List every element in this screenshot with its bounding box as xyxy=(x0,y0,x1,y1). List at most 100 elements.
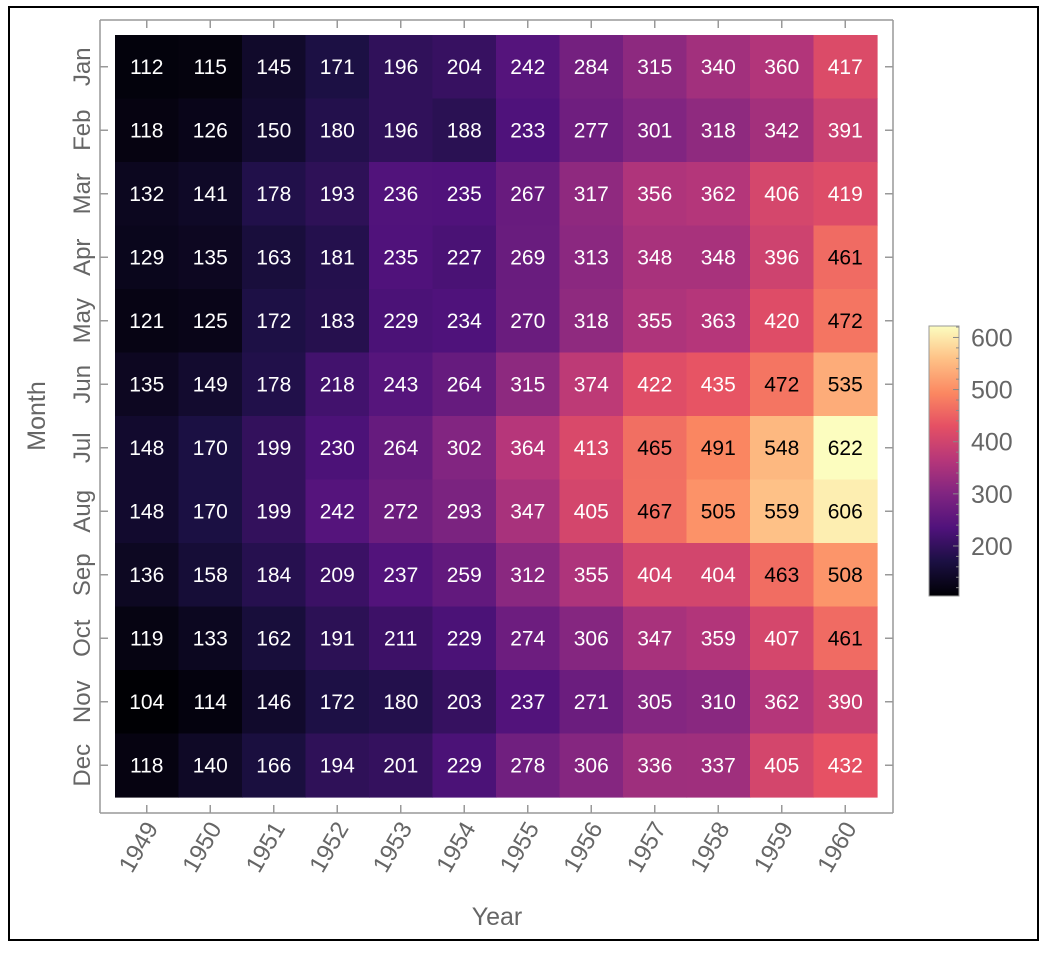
y-tick-label: Feb xyxy=(69,110,96,151)
heatmap-cell xyxy=(623,543,688,608)
heatmap-cell xyxy=(623,98,688,163)
cell-value-label: 150 xyxy=(256,119,291,142)
heatmap-cell xyxy=(623,479,688,544)
cell-value-label: 184 xyxy=(256,564,291,587)
heatmap-cell xyxy=(305,289,370,354)
y-tick-label: Mar xyxy=(69,173,96,214)
heatmap-cell xyxy=(178,352,243,417)
cell-value-label: 491 xyxy=(701,437,736,460)
cell-value-label: 419 xyxy=(828,183,863,206)
heatmap-cell xyxy=(369,479,434,544)
heatmap-cell xyxy=(115,98,180,163)
cell-value-label: 405 xyxy=(764,754,799,777)
cell-value-label: 112 xyxy=(130,56,163,79)
cell-value-label: 162 xyxy=(256,627,291,650)
cell-value-label: 104 xyxy=(129,691,164,714)
cell-value-label: 148 xyxy=(129,500,164,523)
heatmap-cell xyxy=(686,606,751,671)
heatmap-cell xyxy=(623,289,688,354)
cell-value-label: 235 xyxy=(447,183,482,206)
heatmap-cell xyxy=(496,606,561,671)
cell-value-label: 406 xyxy=(764,183,799,206)
x-tick-label: 1959 xyxy=(749,818,799,878)
heatmap-cell xyxy=(496,543,561,608)
heatmap-cell xyxy=(305,225,370,290)
heatmap-cell xyxy=(623,352,688,417)
cell-value-label: 622 xyxy=(828,437,863,460)
cell-value-label: 145 xyxy=(256,56,291,79)
cell-value-label: 391 xyxy=(828,119,863,142)
heatmap-cell xyxy=(686,225,751,290)
y-tick-label: Nov xyxy=(69,680,96,723)
heatmap-cell xyxy=(686,352,751,417)
heatmap-cell xyxy=(750,35,815,100)
heatmap-cell xyxy=(623,225,688,290)
cell-value-label: 191 xyxy=(320,627,355,650)
heatmap-cell xyxy=(496,289,561,354)
cell-value-label: 362 xyxy=(701,183,736,206)
heatmap-cell xyxy=(178,225,243,290)
cell-value-label: 188 xyxy=(447,119,482,142)
y-tick-label: Dec xyxy=(69,744,96,787)
cell-value-label: 229 xyxy=(447,627,482,650)
cell-value-label: 172 xyxy=(320,691,355,714)
color-legend: 200 300 400 500 600 xyxy=(928,324,1013,597)
x-tick-label: 1960 xyxy=(812,818,862,878)
cell-value-label: 140 xyxy=(193,754,228,777)
heatmap-cell xyxy=(623,416,688,481)
legend-color-bar xyxy=(928,325,960,597)
heatmap-cell xyxy=(559,98,624,163)
heatmap-cell xyxy=(115,670,180,735)
cell-value-label: 355 xyxy=(637,310,672,333)
heatmap-cell xyxy=(115,225,180,290)
cell-value-label: 363 xyxy=(701,310,736,333)
heatmap-cell xyxy=(686,543,751,608)
cell-value-label: 196 xyxy=(383,119,418,142)
heatmap-cell xyxy=(432,479,497,544)
heatmap-cell xyxy=(813,35,878,100)
heatmap-cell xyxy=(750,543,815,608)
heatmap-cell xyxy=(115,543,180,608)
y-tick-label: Sep xyxy=(69,553,96,596)
cell-value-label: 472 xyxy=(828,310,863,333)
heatmap-cell xyxy=(305,162,370,227)
legend-tick-label: 400 xyxy=(971,429,1013,457)
cell-value-label: 209 xyxy=(320,564,355,587)
heatmap-cell xyxy=(305,733,370,798)
cell-value-label: 278 xyxy=(510,754,545,777)
cell-value-label: 302 xyxy=(447,437,482,460)
legend-tick-label: 200 xyxy=(971,533,1013,561)
heatmap-cell xyxy=(813,670,878,735)
y-tick-label: Jun xyxy=(69,365,96,404)
y-tick-label: May xyxy=(69,298,96,343)
cell-value-label: 317 xyxy=(574,183,609,206)
heatmap-cell xyxy=(559,479,624,544)
y-tick-label: Apr xyxy=(69,239,96,276)
cell-value-label: 337 xyxy=(701,754,736,777)
cell-value-label: 348 xyxy=(637,246,672,269)
cell-value-label: 229 xyxy=(383,310,418,333)
cell-value-label: 218 xyxy=(320,373,355,396)
cell-value-label: 336 xyxy=(637,754,672,777)
heatmap-cell xyxy=(369,35,434,100)
cell-value-label: 242 xyxy=(320,500,355,523)
cell-value-label: 133 xyxy=(193,627,228,650)
cell-value-label: 237 xyxy=(383,564,418,587)
cell-value-label: 356 xyxy=(637,183,672,206)
cell-value-label: 435 xyxy=(701,373,736,396)
heatmap-cell xyxy=(686,416,751,481)
heatmap-cell xyxy=(496,670,561,735)
cell-value-label: 135 xyxy=(193,246,228,269)
heatmap-cell xyxy=(369,416,434,481)
heatmap-cell xyxy=(115,289,180,354)
heatmap-cell xyxy=(242,733,307,798)
cell-value-label: 178 xyxy=(256,183,291,206)
heatmap-cell xyxy=(432,98,497,163)
legend-tick-label: 300 xyxy=(971,481,1013,509)
cell-value-label: 170 xyxy=(193,437,228,460)
cell-value-label: 374 xyxy=(574,373,609,396)
heatmap-cell xyxy=(813,225,878,290)
cell-value-label: 136 xyxy=(129,564,164,587)
heatmap-cell xyxy=(305,670,370,735)
